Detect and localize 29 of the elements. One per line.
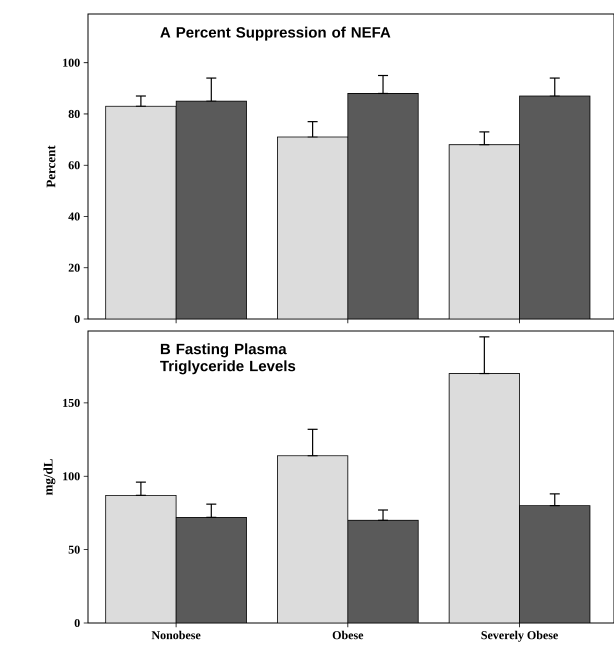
y-tick-label: 150 xyxy=(63,398,80,407)
bar xyxy=(277,455,348,623)
bar xyxy=(519,505,590,623)
bar xyxy=(519,96,590,319)
x-tick-label: Nonobese xyxy=(152,630,200,640)
text: A Percent Suppression of NEFA xyxy=(160,26,390,41)
y-tick-label: 40 xyxy=(68,212,80,221)
x-tick-label: Severely Obese xyxy=(481,630,558,642)
y-tick-label: 50 xyxy=(68,546,80,554)
y-axis-title: mg/dL xyxy=(43,459,56,496)
y-tick-label: 100 xyxy=(63,472,80,480)
bar xyxy=(448,373,520,623)
bar xyxy=(347,520,419,623)
bar xyxy=(448,144,520,319)
y-tick-label: 80 xyxy=(68,110,80,118)
bar xyxy=(105,106,176,319)
text: B Fasting Plasma Triglyceride Levels xyxy=(160,343,296,374)
bar xyxy=(277,136,348,319)
y-tick-label: 0 xyxy=(74,314,80,324)
x-tick-label: Obese xyxy=(332,630,364,640)
bar xyxy=(176,100,247,319)
y-tick-label: 20 xyxy=(68,264,80,272)
bar xyxy=(106,495,176,623)
y-axis-title: Percent xyxy=(46,145,56,188)
bar xyxy=(176,517,247,623)
y-tick-label: 60 xyxy=(68,161,80,170)
y-tick-label: 100 xyxy=(63,58,80,67)
bar xyxy=(347,93,419,319)
y-tick-label: 0 xyxy=(74,618,80,628)
